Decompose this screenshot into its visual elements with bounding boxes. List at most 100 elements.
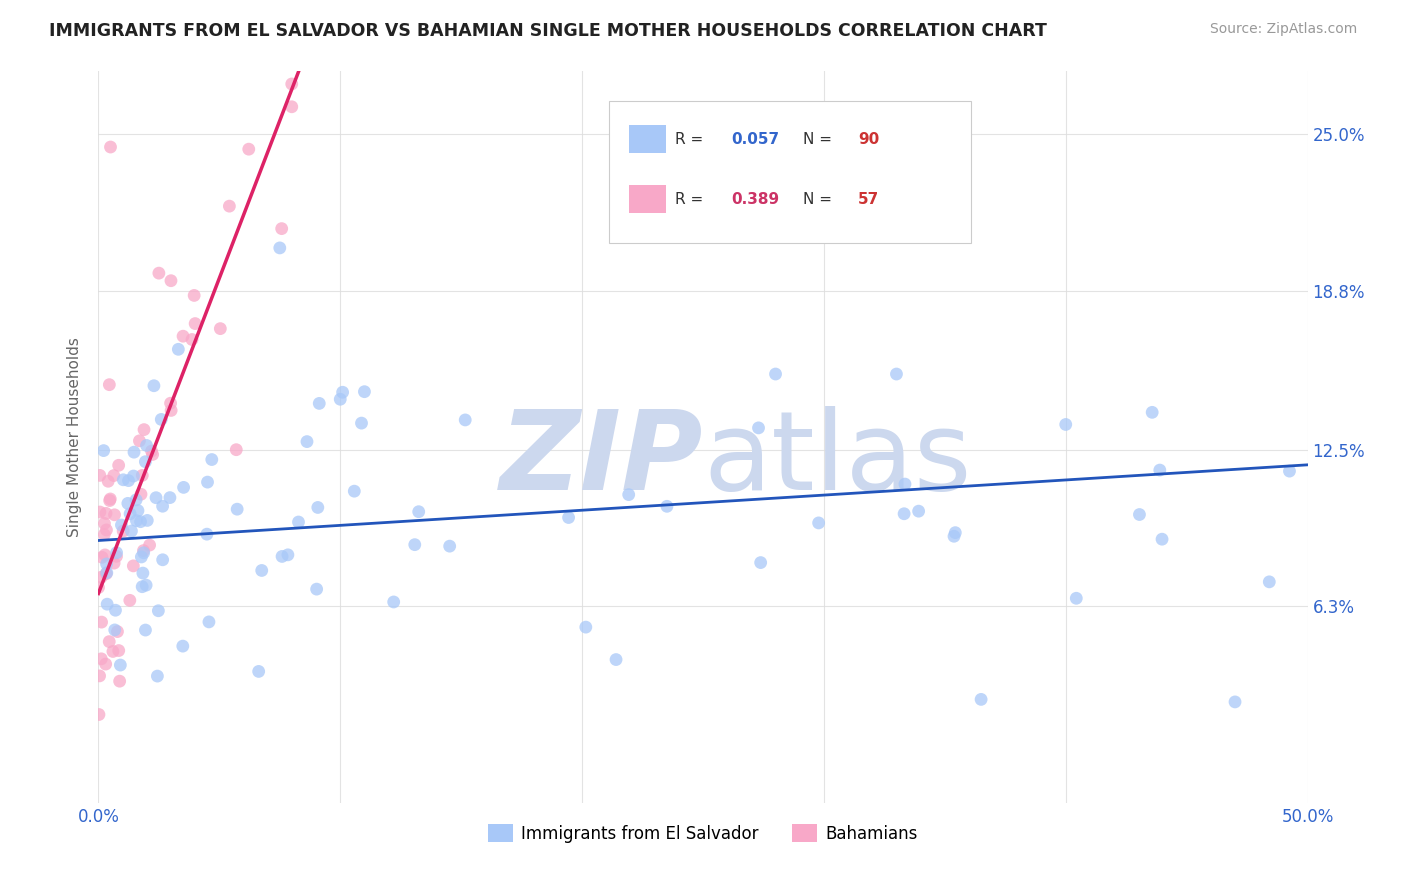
Immigrants from El Salvador <box>408 505 430 519</box>
Immigrants from El Salvador <box>307 500 329 515</box>
Immigrants from El Salvador <box>167 343 190 357</box>
Immigrants from El Salvador <box>134 455 156 469</box>
Bahamians <box>89 468 111 483</box>
Bahamians <box>97 475 120 489</box>
Immigrants from El Salvador <box>96 597 118 611</box>
Immigrants from El Salvador <box>122 469 145 483</box>
Text: 0.057: 0.057 <box>731 132 779 147</box>
Text: 0.389: 0.389 <box>731 192 779 207</box>
Immigrants from El Salvador <box>1140 405 1163 419</box>
Bahamians <box>218 199 240 213</box>
Bahamians <box>96 566 118 581</box>
Bahamians <box>100 140 122 154</box>
Bahamians <box>172 329 194 343</box>
Immigrants from El Salvador <box>226 502 249 516</box>
Bahamians <box>94 548 117 562</box>
Immigrants from El Salvador <box>136 513 159 527</box>
Immigrants from El Salvador <box>269 241 291 255</box>
Bahamians <box>281 77 304 91</box>
Text: N =: N = <box>803 192 837 207</box>
Immigrants from El Salvador <box>135 438 157 452</box>
Bahamians <box>98 377 121 392</box>
Text: atlas: atlas <box>703 406 972 513</box>
Bahamians <box>105 549 128 564</box>
Immigrants from El Salvador <box>250 564 273 578</box>
Bahamians <box>225 442 247 457</box>
Immigrants from El Salvador <box>404 538 426 552</box>
Immigrants from El Salvador <box>105 546 128 560</box>
Bahamians <box>270 221 292 235</box>
Immigrants from El Salvador <box>655 500 678 514</box>
Immigrants from El Salvador <box>152 500 174 514</box>
Text: N =: N = <box>803 132 837 147</box>
Bahamians <box>91 550 114 565</box>
Text: 90: 90 <box>858 132 879 147</box>
Immigrants from El Salvador <box>112 473 135 487</box>
Bahamians <box>281 100 304 114</box>
Immigrants from El Salvador <box>132 546 155 560</box>
Bahamians <box>103 556 125 570</box>
FancyBboxPatch shape <box>630 126 665 153</box>
Immigrants from El Salvador <box>907 504 929 518</box>
Immigrants from El Salvador <box>271 549 294 564</box>
Bahamians <box>118 593 141 607</box>
Bahamians <box>160 274 183 288</box>
Immigrants from El Salvador <box>305 582 328 596</box>
Immigrants from El Salvador <box>96 566 118 580</box>
Text: R =: R = <box>675 192 709 207</box>
Immigrants from El Salvador <box>343 484 366 499</box>
Immigrants from El Salvador <box>197 475 219 489</box>
Immigrants from El Salvador <box>195 527 218 541</box>
Bahamians <box>94 657 117 671</box>
Immigrants from El Salvador <box>765 367 787 381</box>
Immigrants from El Salvador <box>132 566 155 580</box>
Legend: Immigrants from El Salvador, Bahamians: Immigrants from El Salvador, Bahamians <box>481 818 925 849</box>
Immigrants from El Salvador <box>131 580 153 594</box>
Immigrants from El Salvador <box>557 510 579 524</box>
Immigrants from El Salvador <box>1128 508 1150 522</box>
Immigrants from El Salvador <box>308 396 330 410</box>
Immigrants from El Salvador <box>1223 695 1246 709</box>
Immigrants from El Salvador <box>145 491 167 505</box>
Immigrants from El Salvador <box>575 620 598 634</box>
Immigrants from El Salvador <box>110 658 132 673</box>
Bahamians <box>98 491 121 506</box>
Immigrants from El Salvador <box>1149 463 1171 477</box>
Bahamians <box>96 523 118 537</box>
Immigrants from El Salvador <box>943 525 966 540</box>
Immigrants from El Salvador <box>134 623 156 637</box>
Immigrants from El Salvador <box>129 515 152 529</box>
Immigrants from El Salvador <box>1278 464 1301 478</box>
Immigrants from El Salvador <box>148 604 170 618</box>
Text: IMMIGRANTS FROM EL SALVADOR VS BAHAMIAN SINGLE MOTHER HOUSEHOLDS CORRELATION CHA: IMMIGRANTS FROM EL SALVADOR VS BAHAMIAN … <box>49 22 1047 40</box>
Immigrants from El Salvador <box>454 413 477 427</box>
Bahamians <box>89 669 111 683</box>
Bahamians <box>132 543 155 558</box>
Bahamians <box>87 581 110 595</box>
Bahamians <box>98 634 121 648</box>
Bahamians <box>141 444 163 458</box>
Bahamians <box>160 403 183 417</box>
Bahamians <box>93 516 115 531</box>
Immigrants from El Salvador <box>247 665 270 679</box>
Immigrants from El Salvador <box>350 416 373 430</box>
Bahamians <box>90 615 112 629</box>
Bahamians <box>107 458 129 473</box>
Immigrants from El Salvador <box>173 480 195 494</box>
Bahamians <box>90 652 112 666</box>
Bahamians <box>184 317 207 331</box>
Bahamians <box>90 570 112 584</box>
Bahamians <box>112 524 135 538</box>
Immigrants from El Salvador <box>886 367 908 381</box>
Bahamians <box>183 288 205 302</box>
Immigrants from El Salvador <box>201 452 224 467</box>
Immigrants from El Salvador <box>146 669 169 683</box>
Immigrants from El Salvador <box>117 474 139 488</box>
Immigrants from El Salvador <box>1258 574 1281 589</box>
Bahamians <box>107 624 129 639</box>
Immigrants from El Salvador <box>152 553 174 567</box>
Immigrants from El Salvador <box>150 412 173 426</box>
Bahamians <box>98 493 121 508</box>
Bahamians <box>89 505 111 519</box>
Immigrants from El Salvador <box>353 384 375 399</box>
